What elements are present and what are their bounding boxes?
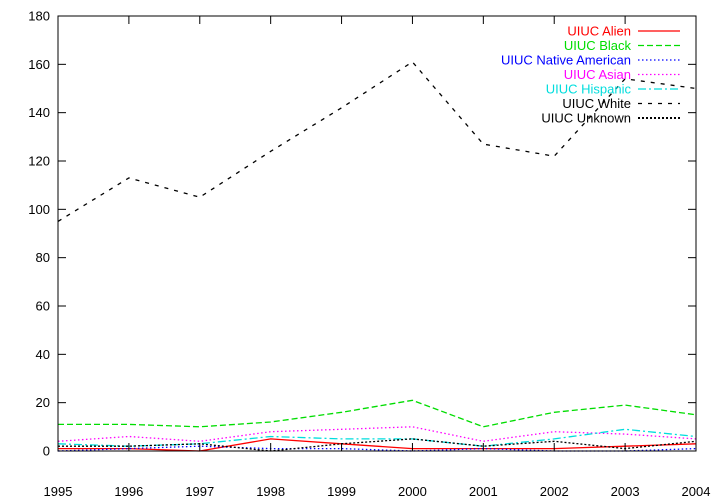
x-tick-label: 1998: [256, 484, 285, 499]
legend-label: UIUC Black: [564, 38, 632, 53]
legend-label: UIUC Alien: [567, 24, 631, 39]
legend-label: UIUC Hispanic: [546, 82, 632, 97]
y-tick-label: 160: [28, 57, 50, 72]
y-tick-label: 80: [36, 250, 50, 265]
y-tick-label: 100: [28, 202, 50, 217]
x-tick-label: 2003: [611, 484, 640, 499]
legend-label: UIUC Asian: [564, 67, 631, 82]
series-line-uiuc-black: [58, 399, 697, 428]
plot-frame: [57, 15, 697, 452]
x-tick-label: 1999: [327, 484, 356, 499]
x-axis: 1995 1996 1997 1998 1999 2000 2001 2002 2003 2004: [44, 16, 711, 499]
legend-label: UIUC Unknown: [541, 111, 631, 126]
y-tick-label: 40: [36, 347, 50, 362]
legend-label: UIUC White: [562, 96, 631, 111]
series-line-uiuc-asian: [57, 426, 697, 442]
y-axis: 0 20 40 60 80 100 120 140 160 180: [28, 9, 696, 459]
x-tick-label: 1996: [114, 484, 143, 499]
series-line-uiuc-white: [57, 61, 697, 222]
y-tick-label: 140: [28, 105, 50, 120]
x-tick-label: 2001: [469, 484, 498, 499]
x-tick-label: 1995: [44, 484, 73, 499]
legend-label: UIUC Native American: [501, 53, 631, 68]
y-tick-label: 20: [36, 395, 50, 410]
y-tick-label: 180: [28, 9, 50, 24]
x-tick-label: 1997: [185, 484, 214, 499]
series-line-uiuc-hispanic: [57, 428, 697, 447]
series-layer: [57, 61, 697, 452]
y-tick-label: 0: [43, 444, 50, 459]
series-line-uiuc-unknown: [58, 438, 697, 452]
x-tick-label: 2004: [682, 484, 711, 499]
y-tick-label: 120: [28, 154, 50, 169]
series-line-uiuc-alien: [58, 438, 697, 452]
x-tick-label: 2002: [540, 484, 569, 499]
x-tick-label: 2000: [398, 484, 427, 499]
y-tick-label: 60: [36, 299, 50, 314]
